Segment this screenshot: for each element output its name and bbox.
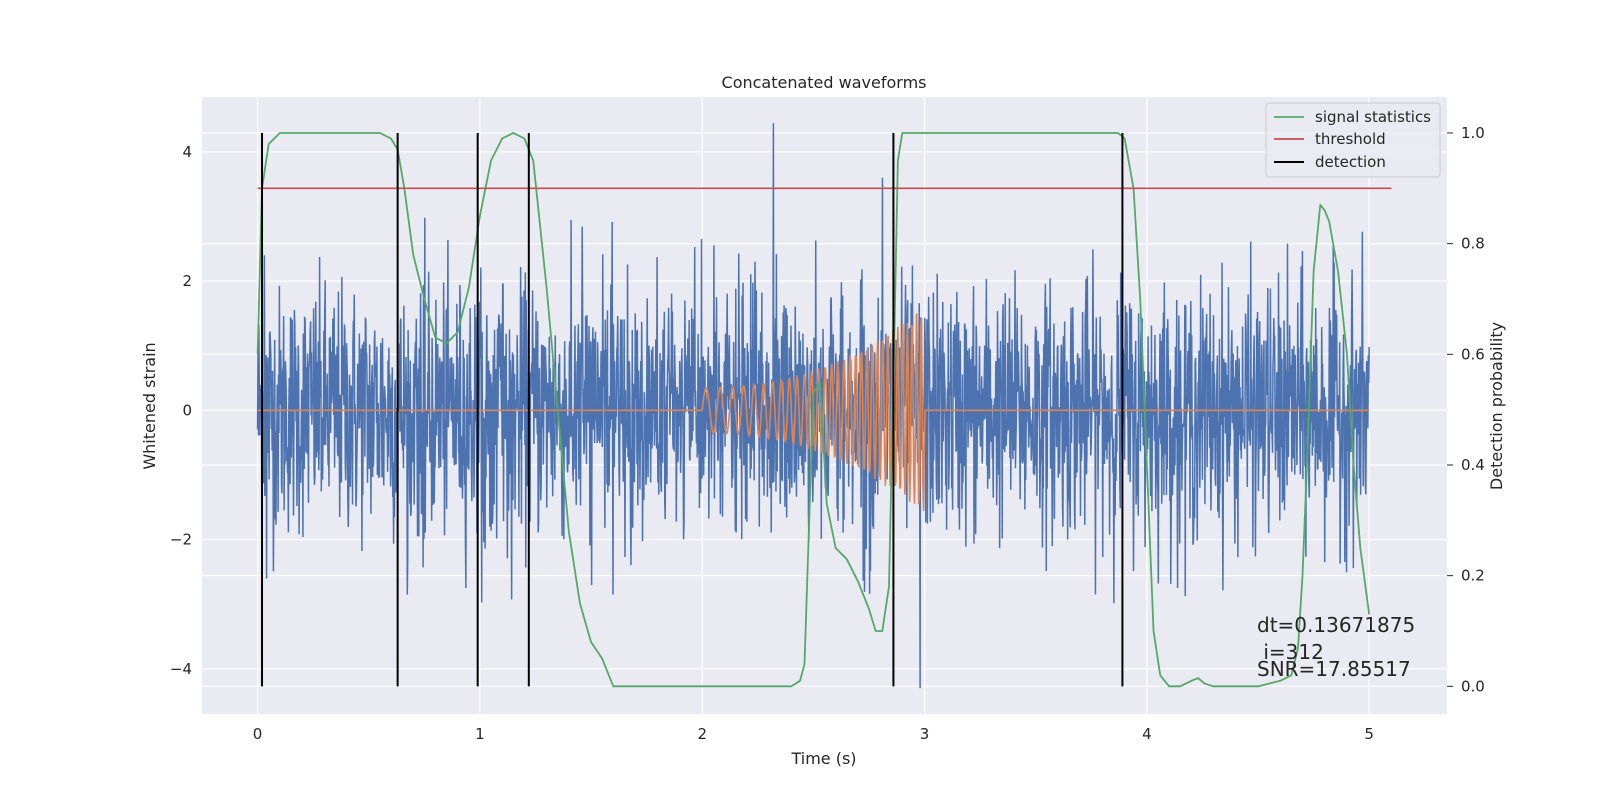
y-tick-label-right: 0.6 xyxy=(1461,345,1485,363)
y-tick-label-left: 2 xyxy=(182,272,192,290)
y-tick-label-left: −2 xyxy=(170,531,192,549)
signal-statistics-line xyxy=(256,132,1371,688)
y-tick-label-right: 0.0 xyxy=(1461,677,1485,695)
y-tick-label-right: 1.0 xyxy=(1461,124,1485,142)
y-axis-label-left: Whitened strain xyxy=(140,342,159,469)
annotation-snr: SNR=17.85517 xyxy=(1257,657,1411,681)
y-tick-label-right: 0.2 xyxy=(1461,567,1485,585)
legend-label-detection: detection xyxy=(1315,153,1386,171)
x-tick-label: 4 xyxy=(1142,725,1152,743)
chart-title: Concatenated waveforms xyxy=(722,73,927,92)
annotations: dt=0.13671875 i=312 SNR=17.85517 xyxy=(1257,613,1415,681)
y-tick-label-left: 4 xyxy=(182,143,192,161)
x-tick-label: 2 xyxy=(697,725,707,743)
x-tick-label: 3 xyxy=(920,725,930,743)
y-tick-label-right: 0.4 xyxy=(1461,456,1485,474)
legend-label-threshold: threshold xyxy=(1315,130,1386,148)
x-tick-label: 1 xyxy=(475,725,485,743)
legend-box xyxy=(1265,102,1441,178)
annotation-index: i=312 xyxy=(1257,640,1324,664)
x-axis-label: Time (s) xyxy=(790,749,856,768)
tick-labels: 0 1 2 3 4 5 −4 −2 0 2 4 0.0 0.2 0.4 0.6 0.8 1.0 xyxy=(170,124,1485,743)
legend: signal statistics threshold detection xyxy=(1265,102,1441,178)
plot-area xyxy=(256,122,1392,689)
x-tick-label: 0 xyxy=(253,725,263,743)
y-tick-label-left: 0 xyxy=(182,401,192,419)
x-tick-label: 5 xyxy=(1364,725,1374,743)
y-tick-label-left: −4 xyxy=(170,660,192,678)
y-axis-label-right: Detection probability xyxy=(1487,322,1506,490)
strain-line xyxy=(256,122,1370,689)
annotation-dt: dt=0.13671875 xyxy=(1257,613,1415,637)
y-tick-label-right: 0.8 xyxy=(1461,235,1485,253)
legend-label-signal-statistics: signal statistics xyxy=(1315,108,1431,126)
